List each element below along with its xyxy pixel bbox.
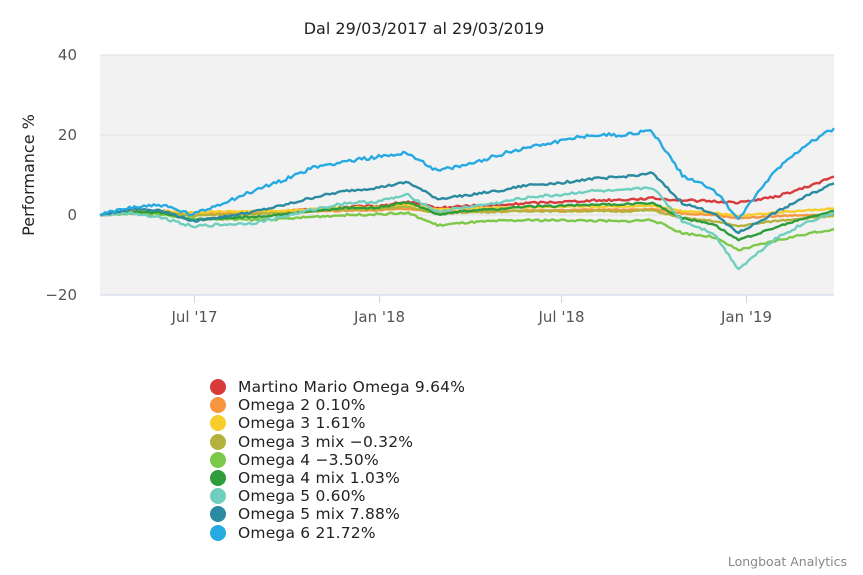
plot-area	[100, 55, 834, 295]
legend-label: Omega 2 0.10%	[238, 396, 366, 415]
y-axis-label: Performance %	[19, 114, 38, 236]
series-line	[99, 205, 835, 228]
legend: Martino Mario Omega 9.64% Omega 2 0.10% Om…	[210, 378, 465, 542]
chart-title: Dal 29/03/2017 al 29/03/2019	[304, 19, 545, 38]
legend-marker-icon	[210, 451, 226, 468]
legend-marker-icon	[210, 506, 226, 523]
x-axis	[100, 294, 834, 303]
legend-marker-icon	[210, 433, 226, 450]
legend-marker-icon	[210, 397, 226, 414]
legend-label: Omega 3 1.61%	[238, 414, 366, 433]
y-tick-label: −20	[45, 286, 77, 304]
x-tick-label: Jul '18	[537, 308, 584, 326]
legend-item[interactable]: Omega 4 −3.50%	[210, 451, 465, 469]
legend-label: Omega 4 mix 1.03%	[238, 469, 401, 488]
x-tick-label: Jul '17	[170, 308, 217, 326]
series-line	[99, 127, 835, 221]
legend-item[interactable]: Omega 5 mix 7.88%	[210, 505, 465, 523]
legend-item[interactable]: Martino Mario Omega 9.64%	[210, 378, 465, 396]
series-lines	[99, 127, 835, 271]
legend-label: Omega 3 mix −0.32%	[238, 432, 414, 451]
legend-label: Martino Mario Omega 9.64%	[238, 378, 466, 397]
y-tick-label: 0	[67, 206, 77, 224]
legend-item[interactable]: Omega 5 0.60%	[210, 487, 465, 505]
credits-link[interactable]: Longboat Analytics	[727, 554, 847, 569]
y-tick-label: 20	[58, 126, 77, 144]
series-line	[99, 171, 835, 235]
series-line	[99, 211, 835, 252]
legend-label: Omega 6 21.72%	[238, 523, 376, 542]
legend-marker-icon	[210, 415, 226, 432]
legend-marker-icon	[210, 379, 226, 396]
legend-item[interactable]: Omega 6 21.72%	[210, 524, 465, 542]
y-tick-label: 40	[58, 46, 77, 64]
legend-label: Omega 5 mix 7.88%	[238, 505, 401, 524]
legend-item[interactable]: Omega 3 mix −0.32%	[210, 433, 465, 451]
legend-marker-icon	[210, 524, 226, 541]
x-tick-label: Jan '19	[720, 308, 772, 326]
legend-item[interactable]: Omega 4 mix 1.03%	[210, 469, 465, 487]
legend-marker-icon	[210, 470, 226, 487]
legend-label: Omega 5 0.60%	[238, 487, 366, 506]
legend-item[interactable]: Omega 2 0.10%	[210, 396, 465, 414]
legend-marker-icon	[210, 488, 226, 505]
x-axis-labels: Jul '17 Jan '18 Jul '18 Jan '19	[170, 308, 772, 326]
legend-item[interactable]: Omega 3 1.61%	[210, 414, 465, 432]
series-line	[99, 186, 835, 271]
legend-label: Omega 4 −3.50%	[238, 450, 379, 469]
y-axis: 40 20 0 −20	[45, 46, 77, 304]
x-tick-label: Jan '18	[353, 308, 405, 326]
